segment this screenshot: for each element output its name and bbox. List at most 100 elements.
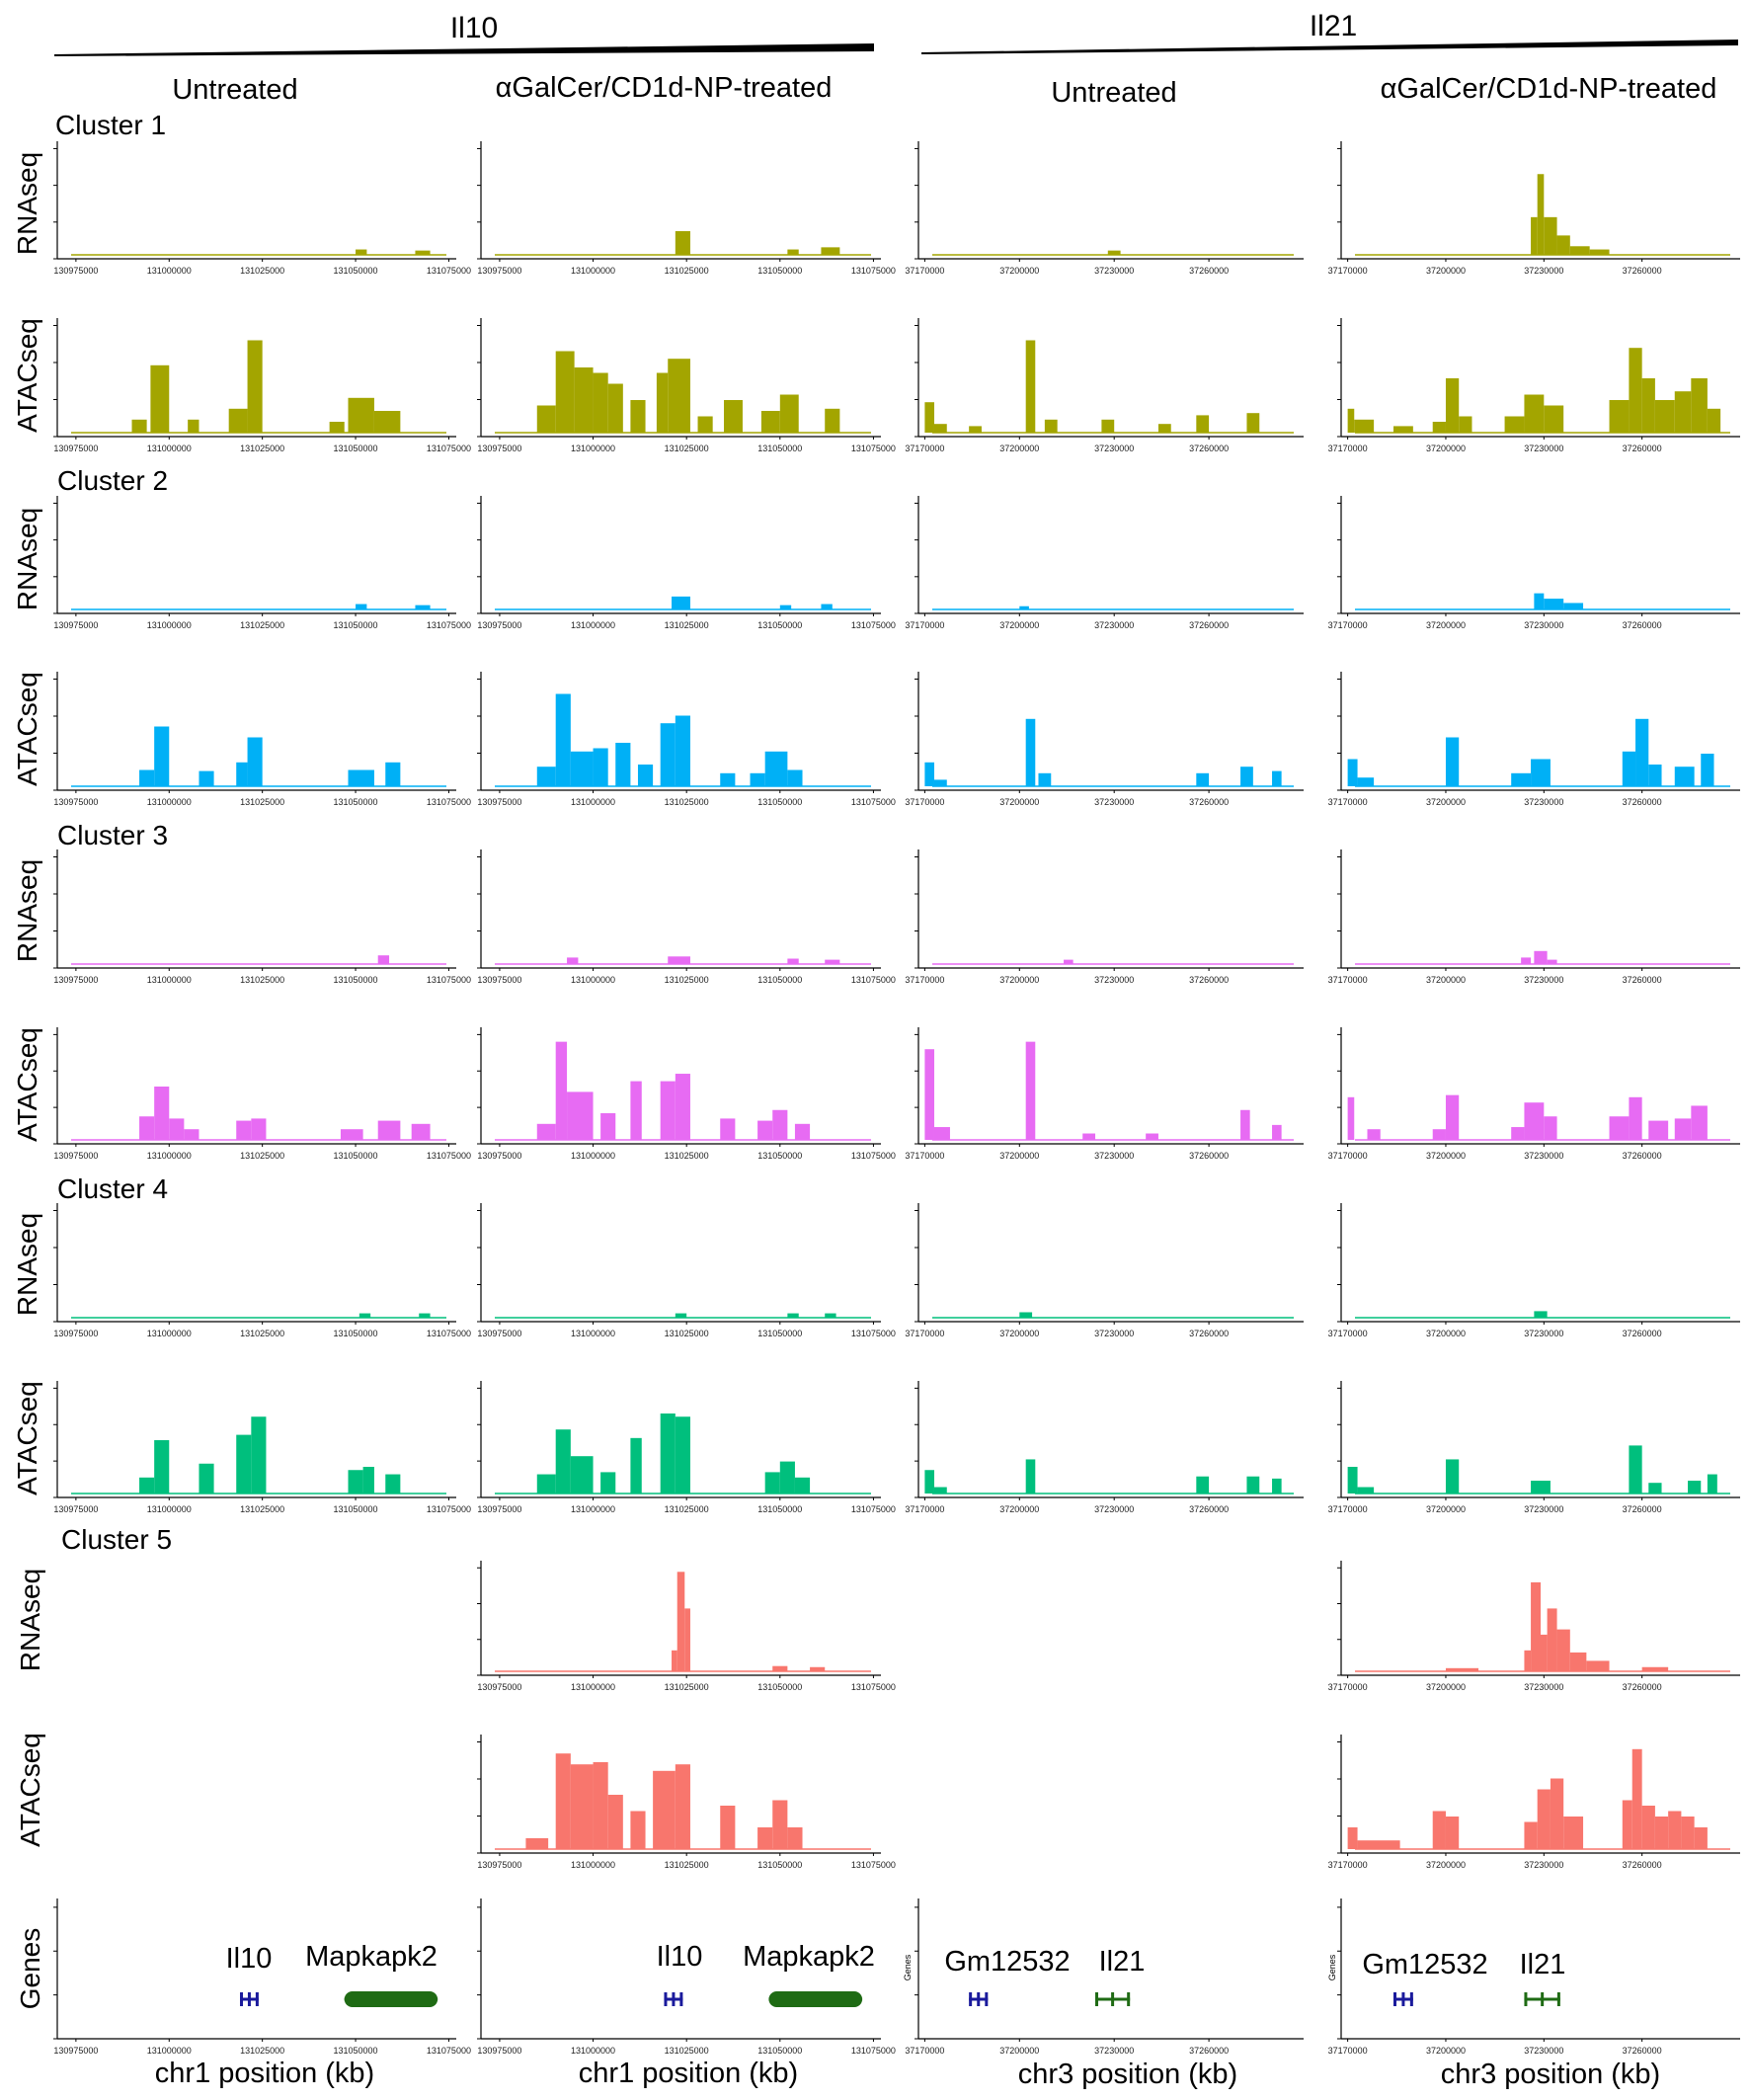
- x-tick-label-il10_untreated-atac-c4: 131025000: [240, 1504, 284, 1514]
- gene-panel-ylabel-il21-treated: Genes: [1327, 1954, 1337, 1980]
- x-tick-label-il10_treated-rna-c1: 131025000: [665, 266, 709, 276]
- panel-il21_treated-genes: 37170000 37200000 37230000 37260000: [1328, 1898, 1740, 2056]
- row-label-atacseq-c2: ATACseq: [12, 672, 42, 786]
- peak-il10_treated-atac-c5-2: [570, 1764, 594, 1849]
- peak-il10_untreated-atac-c2-3: [236, 762, 248, 786]
- x-tick-label-il10_treated-rna-c4: 131000000: [571, 1329, 615, 1338]
- x-tick-label-il21_treated-atac-c1: 37200000: [1426, 444, 1466, 453]
- gene-label-il10-treated: Il10: [657, 1941, 703, 1973]
- gene-model-exon-il21_treated-genes-0: [1409, 1992, 1413, 2006]
- x-tick-label-il21_treated-atac-c5: 37230000: [1524, 1860, 1563, 1870]
- panel-il10_untreated-atac-c2: 130975000 131000000 131025000 131050000 1310…: [53, 672, 471, 807]
- peak-il10_treated-atac-c3-4: [630, 1081, 642, 1140]
- peak-il10_untreated-atac-c4-6: [362, 1467, 374, 1494]
- panel-il10_treated-atac-c5: 130975000 131000000 131025000 131050000 1310…: [477, 1735, 896, 1870]
- x-tick-label-il21_untreated-atac-c2: 37260000: [1189, 797, 1229, 807]
- x-tick-label-il10_untreated-atac-c4: 130975000: [53, 1504, 98, 1514]
- peak-il21_untreated-atac-c4-5: [1272, 1478, 1282, 1494]
- peak-il10_untreated-atac-c2-0: [139, 769, 155, 786]
- x-tick-label-il21_untreated-rna-c1: 37230000: [1094, 266, 1134, 276]
- peak-il21_treated-atac-c5-4: [1524, 1821, 1538, 1849]
- peak-il10_treated-atac-c3-5: [660, 1081, 676, 1140]
- panel-il10_untreated-atac-c3: 130975000 131000000 131025000 131050000 1310…: [53, 1027, 471, 1161]
- peak-il10_treated-atac-c4-2: [570, 1456, 594, 1494]
- x-tick-label-il10_untreated-rna-c4: 131075000: [427, 1329, 471, 1338]
- peak-il21_treated-rna-c1-0: [1531, 216, 1538, 255]
- peak-il21_untreated-atac-c1-2: [969, 426, 982, 433]
- peak-il10_treated-rna-c3-3: [825, 959, 840, 964]
- row-label-rnaseq-c4: RNAseq: [12, 1213, 42, 1316]
- x-tick-label-il10_treated-atac-c2: 131025000: [665, 797, 709, 807]
- peak-il21_treated-atac-c1-11: [1641, 378, 1655, 433]
- panel-il21_untreated-rna-c1: 37170000 37200000 37230000 37260000: [905, 141, 1304, 276]
- peak-il21_treated-atac-c3-5: [1524, 1102, 1545, 1140]
- x-tick-label-il10_untreated-genes: 131050000: [334, 2046, 378, 2056]
- x-tick-label-il10_treated-atac-c3: 131000000: [571, 1151, 615, 1161]
- peak-il10_untreated-atac-c4-1: [154, 1440, 170, 1494]
- header-wedge-il10: [54, 43, 874, 56]
- row-label-rnaseq-c1: RNAseq: [12, 152, 42, 255]
- x-tick-label-il21_untreated-atac-c3: 37200000: [999, 1151, 1039, 1161]
- x-tick-label-il21_treated-atac-c2: 37170000: [1328, 797, 1368, 807]
- peak-il21_treated-atac-c1-1: [1354, 419, 1375, 433]
- peak-il21_treated-rna-c3-0: [1521, 957, 1532, 964]
- peak-il21_untreated-atac-c4-4: [1246, 1476, 1260, 1494]
- panel-il21_treated-rna-c3: 37170000 37200000 37230000 37260000: [1328, 849, 1740, 985]
- peak-il21_untreated-atac-c2-6: [1272, 770, 1282, 786]
- peak-il21_untreated-atac-c3-3: [1082, 1133, 1096, 1140]
- panel-il21_untreated-rna-c2: 37170000 37200000 37230000 37260000: [905, 496, 1304, 630]
- peak-il10_untreated-rna-c2-1: [415, 605, 431, 609]
- peak-il10_untreated-atac-c2-2: [199, 770, 214, 786]
- peak-il10_untreated-atac-c2-6: [385, 762, 401, 786]
- gene-model-body-il10_untreated-genes-1: [344, 1991, 438, 2007]
- peak-il10_treated-atac-c5-4: [607, 1795, 623, 1849]
- peak-il21_treated-atac-c5-5: [1537, 1789, 1551, 1849]
- x-tick-label-il10_treated-rna-c1: 131075000: [851, 266, 896, 276]
- panel-il21_treated-atac-c3: 37170000 37200000 37230000 37260000: [1328, 1027, 1740, 1161]
- peak-il21_treated-rna-c3-2: [1547, 959, 1557, 964]
- x-tick-label-il21_untreated-rna-c4: 37200000: [999, 1329, 1039, 1338]
- peak-il21_treated-atac-c4-6: [1688, 1481, 1702, 1494]
- peak-il10_treated-atac-c1-7: [668, 359, 690, 433]
- peak-il10_treated-rna-c5-2: [684, 1608, 690, 1671]
- peak-il21_treated-atac-c1-8: [1544, 405, 1564, 433]
- x-tick-label-il10_treated-rna-c4: 131075000: [851, 1329, 896, 1338]
- x-tick-label-il10_treated-rna-c5: 131050000: [757, 1682, 802, 1692]
- x-tick-label-il10_untreated-rna-c3: 130975000: [53, 975, 98, 985]
- x-axis-label-il21-untreated: chr3 position (kb): [1018, 2059, 1237, 2090]
- peak-il21_untreated-atac-c1-0: [924, 402, 934, 433]
- x-tick-label-il10_untreated-genes: 131025000: [240, 2046, 284, 2056]
- peak-il21_treated-atac-c4-3: [1531, 1481, 1551, 1494]
- peak-il10_treated-rna-c3-0: [567, 957, 579, 964]
- x-tick-label-il10_untreated-rna-c2: 130975000: [53, 620, 98, 630]
- gene-model-exon-il21_treated-genes-1: [1524, 1992, 1528, 2006]
- x-tick-label-il10_untreated-atac-c1: 130975000: [53, 444, 98, 453]
- peak-il21_treated-atac-c3-11: [1691, 1105, 1708, 1140]
- peak-il21_treated-rna-c3-1: [1534, 950, 1548, 964]
- x-tick-label-il10_treated-atac-c4: 131050000: [757, 1504, 802, 1514]
- x-tick-label-il21_treated-rna-c5: 37230000: [1524, 1682, 1563, 1692]
- x-tick-label-il21_untreated-atac-c4: 37170000: [905, 1504, 944, 1514]
- gene-header-il21: Il21: [1310, 10, 1357, 42]
- x-tick-label-il10_treated-rna-c1: 131050000: [757, 266, 802, 276]
- peak-il21_untreated-atac-c1-6: [1157, 424, 1171, 433]
- peak-il10_treated-atac-c1-11: [779, 394, 799, 433]
- x-tick-label-il21_untreated-atac-c3: 37230000: [1094, 1151, 1134, 1161]
- x-tick-label-il10_treated-rna-c1: 130975000: [477, 266, 521, 276]
- peak-il21_treated-rna-c5-6: [1569, 1652, 1587, 1671]
- peak-il21_treated-atac-c4-5: [1648, 1483, 1662, 1494]
- peak-il10_treated-atac-c5-0: [525, 1838, 549, 1849]
- peak-il21_treated-atac-c1-4: [1445, 378, 1460, 433]
- panel-il10_untreated-genes: 130975000 131000000 131025000 131050000 1310…: [53, 1898, 471, 2056]
- peak-il21_treated-atac-c1-2: [1392, 426, 1413, 433]
- peak-il10_treated-atac-c1-3: [593, 372, 608, 433]
- peak-il10_treated-rna-c4-2: [825, 1313, 836, 1318]
- peak-il21_treated-atac-c1-10: [1629, 348, 1642, 433]
- peak-il10_treated-atac-c1-10: [760, 411, 780, 433]
- peak-il10_untreated-atac-c1-7: [373, 411, 401, 433]
- peak-il21_treated-atac-c3-8: [1629, 1096, 1642, 1140]
- peak-il10_treated-atac-c2-3: [593, 748, 608, 786]
- peak-il21_treated-atac-c4-1: [1357, 1487, 1375, 1494]
- x-tick-label-il10_treated-rna-c3: 131025000: [665, 975, 709, 985]
